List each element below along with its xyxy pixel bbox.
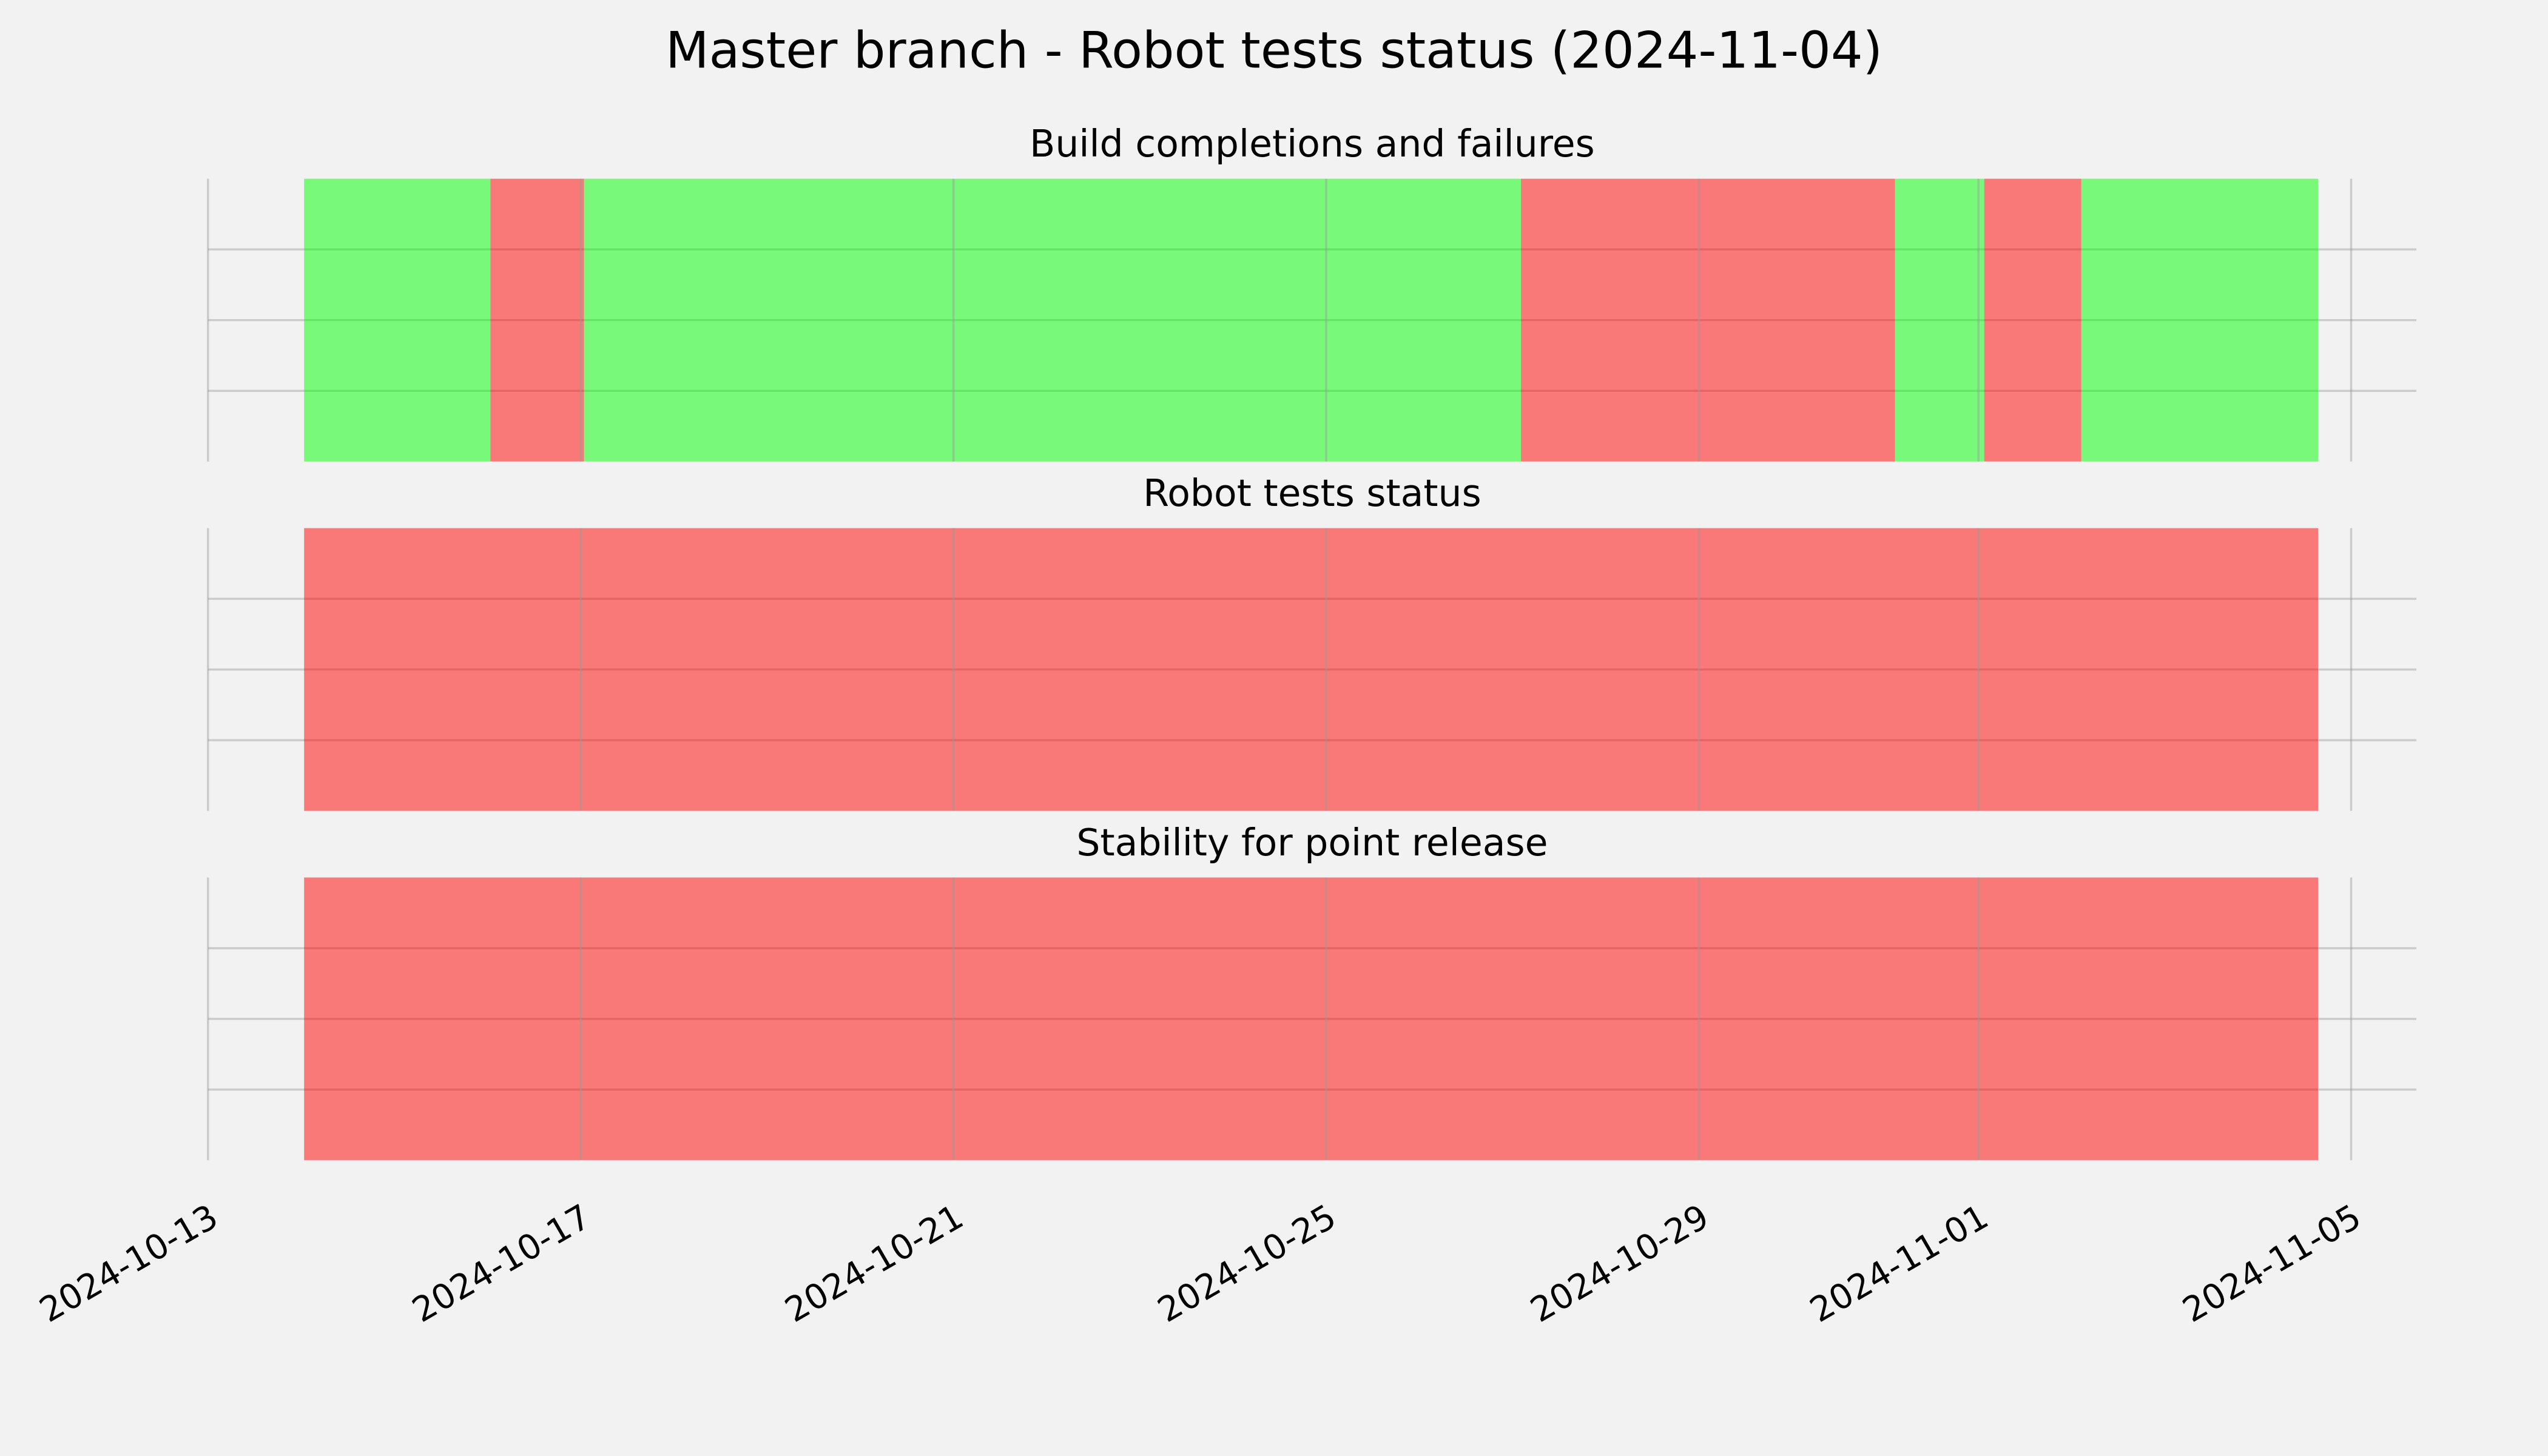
status-span (304, 178, 491, 462)
panel-title: Robot tests status (1143, 471, 1481, 515)
status-span (1895, 178, 1984, 462)
status-span (304, 877, 2319, 1161)
panel-title: Stability for point release (1076, 821, 1548, 864)
status-span (490, 178, 584, 462)
chart-title: Master branch - Robot tests status (2024… (666, 21, 1882, 79)
status-span (2081, 178, 2319, 462)
status-span (1984, 178, 2081, 462)
status-span (1521, 178, 1895, 462)
panel-title: Build completions and failures (1030, 122, 1595, 166)
status-span (584, 178, 1522, 462)
status-span (304, 528, 2319, 811)
